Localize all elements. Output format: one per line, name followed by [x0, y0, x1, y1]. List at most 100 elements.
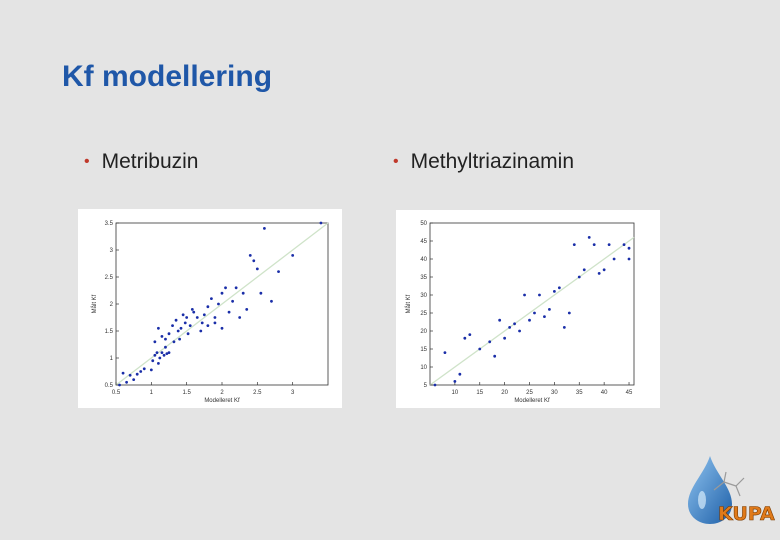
y-axis-label: Målt Kf	[91, 294, 98, 313]
x-tick-label: 10	[452, 390, 459, 396]
data-point	[488, 340, 492, 344]
y-tick-label: 25	[420, 311, 427, 317]
data-point	[200, 321, 204, 325]
scatter-chart-metribuzin: 0.5 1 1.5 2 2.5 3 0.5 1 1.5 2 2.5 3 3.5 Modelleret Kf…	[91, 221, 329, 404]
data-point	[270, 299, 273, 303]
data-point	[162, 353, 166, 357]
data-point	[167, 332, 171, 336]
data-point	[592, 243, 596, 246]
data-point	[164, 345, 167, 349]
data-point	[195, 316, 199, 319]
data-point	[513, 322, 516, 326]
data-point	[171, 324, 174, 327]
data-point	[433, 383, 437, 387]
y-tick-label: 3.5	[105, 221, 114, 227]
data-point	[183, 321, 187, 325]
data-point	[263, 227, 266, 230]
y-tick-label: 0.5	[105, 383, 114, 389]
data-point	[186, 332, 190, 336]
y-tick-label: 30	[420, 293, 427, 299]
bullet-dot-icon: •	[393, 153, 399, 170]
data-point	[557, 286, 561, 290]
data-point	[213, 316, 217, 319]
x-tick-label: 1.5	[182, 390, 191, 396]
data-point	[518, 329, 521, 333]
data-point	[178, 337, 181, 341]
data-point	[158, 356, 162, 360]
data-point	[128, 373, 132, 377]
x-tick-label: 45	[626, 390, 633, 396]
data-point	[612, 257, 616, 261]
x-tick-label: 1	[150, 390, 154, 396]
data-point	[164, 337, 167, 341]
data-point	[220, 326, 224, 330]
fit-line	[115, 222, 329, 386]
data-point	[121, 371, 125, 375]
x-tick-label: 20	[501, 390, 508, 396]
chart-panel-methyltriazinamin: 10 15 20 25 30 35 40 45 5 10 15 20 25 30 35 40 45 50 Model…	[396, 210, 660, 408]
data-point	[453, 380, 457, 383]
chart-panel-metribuzin: 0.5 1 1.5 2 2.5 3 0.5 1 1.5 2 2.5 3 3.5 Modelleret Kf…	[78, 209, 342, 408]
data-point	[224, 286, 227, 290]
data-point	[185, 316, 189, 319]
data-point	[231, 299, 235, 303]
x-tick-label: 30	[551, 390, 558, 396]
bullet-dot-icon: •	[84, 153, 90, 170]
y-tick-label: 50	[420, 221, 427, 227]
data-point	[443, 351, 447, 354]
scatter-chart-methyltriazinamin: 10 15 20 25 30 35 40 45 5 10 15 20 25 30 35 40 45 50 Model…	[405, 221, 635, 404]
y-tick-label: 2	[110, 302, 114, 308]
data-point	[160, 351, 164, 354]
data-point	[157, 326, 160, 330]
data-point	[165, 352, 169, 356]
data-point	[174, 318, 178, 322]
data-point	[543, 315, 546, 318]
data-point	[572, 243, 576, 246]
data-point	[463, 336, 467, 340]
data-point	[458, 372, 462, 376]
data-point	[627, 246, 631, 250]
data-point	[202, 313, 206, 317]
x-axis-label: Modelleret Kf	[204, 398, 240, 404]
logo-text: KUPA	[718, 503, 775, 525]
data-point	[259, 291, 263, 295]
data-point	[155, 351, 159, 354]
data-point	[188, 324, 192, 327]
data-point	[627, 257, 631, 261]
data-point	[151, 359, 155, 363]
data-point	[153, 353, 157, 357]
y-tick-label: 1.5	[105, 329, 114, 335]
data-point	[160, 335, 164, 338]
y-tick-label: 15	[420, 347, 427, 353]
data-point	[149, 368, 153, 372]
data-point	[622, 243, 626, 246]
data-point	[153, 340, 157, 344]
slide-title: Kf modellering	[62, 60, 273, 93]
x-tick-label: 25	[526, 390, 533, 396]
y-axis-label: Målt Kf	[405, 294, 412, 313]
data-point	[217, 302, 220, 306]
y-tick-label: 3	[110, 248, 114, 254]
data-point	[248, 254, 252, 257]
kupa-logo: KUPA	[680, 452, 776, 528]
data-point	[190, 308, 194, 311]
data-point	[602, 268, 606, 272]
data-point	[206, 305, 210, 309]
data-point	[468, 333, 472, 336]
bullet-metribuzin: • Metribuzin	[84, 150, 198, 174]
data-point	[118, 383, 121, 387]
y-tick-label: 5	[424, 383, 428, 389]
y-tick-label: 20	[420, 329, 427, 335]
data-point	[181, 313, 185, 317]
data-point	[176, 329, 180, 333]
data-point	[125, 380, 128, 384]
y-tick-label: 1	[110, 356, 114, 362]
x-axis-label: Modelleret Kf	[514, 398, 550, 404]
y-tick-label: 10	[420, 365, 427, 371]
data-point	[587, 236, 591, 239]
data-point	[478, 347, 482, 351]
data-point	[206, 324, 210, 327]
data-point	[234, 286, 238, 290]
data-point	[192, 310, 196, 314]
data-point	[528, 318, 531, 322]
